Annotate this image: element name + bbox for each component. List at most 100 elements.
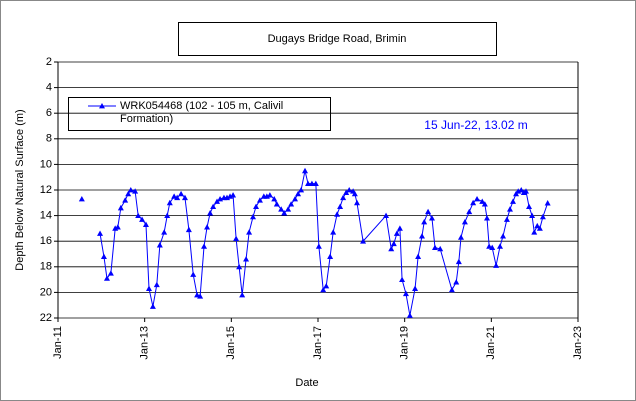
data-point xyxy=(458,234,464,240)
y-tick-label: 8 xyxy=(46,133,52,145)
x-tick-label: Jan-23 xyxy=(572,326,584,360)
data-point xyxy=(437,245,444,252)
data-point xyxy=(204,224,211,230)
data-point xyxy=(432,244,438,250)
y-tick-label: 22 xyxy=(40,312,52,324)
data-point xyxy=(78,195,85,202)
data-point xyxy=(425,208,432,215)
data-point xyxy=(153,281,160,288)
data-point xyxy=(308,180,315,186)
data-point xyxy=(246,229,253,235)
data-point xyxy=(103,275,110,281)
data-point xyxy=(127,187,134,193)
data-point xyxy=(500,233,507,239)
data-point xyxy=(253,203,260,210)
y-tick-label: 20 xyxy=(40,286,52,298)
data-point xyxy=(302,167,308,174)
data-point xyxy=(402,290,409,297)
data-point xyxy=(156,242,163,248)
y-tick-label: 16 xyxy=(40,235,52,247)
data-point xyxy=(448,286,455,293)
data-point xyxy=(250,213,256,220)
data-point xyxy=(315,243,322,249)
data-point xyxy=(534,222,541,229)
x-tick-label: Jan-13 xyxy=(139,326,151,360)
legend-box xyxy=(68,97,331,131)
legend-label: WRK054468 (102 - 105 m, Calivil Formatio… xyxy=(120,100,284,125)
data-point xyxy=(292,195,299,202)
data-point xyxy=(166,199,173,206)
data-point xyxy=(233,235,240,242)
data-point xyxy=(518,187,525,193)
data-point xyxy=(298,187,305,193)
data-point xyxy=(474,195,481,202)
title-box xyxy=(178,22,497,56)
series-line xyxy=(99,170,549,316)
data-point xyxy=(531,229,538,235)
x-tick-label: Jan-17 xyxy=(312,326,324,360)
data-point xyxy=(493,262,500,268)
data-point xyxy=(149,303,156,309)
data-point xyxy=(281,210,288,216)
x-tick-label: Jan-19 xyxy=(399,326,411,360)
data-point xyxy=(266,192,273,198)
x-tick-label: Jan-11 xyxy=(52,326,64,359)
data-point xyxy=(523,188,529,194)
data-point xyxy=(383,212,390,218)
data-point xyxy=(455,258,462,265)
data-point xyxy=(544,200,551,206)
data-point xyxy=(273,201,280,207)
data-point xyxy=(271,195,278,202)
data-point xyxy=(190,271,197,277)
data-point xyxy=(185,226,192,233)
y-tick-label: 4 xyxy=(46,82,52,94)
y-tick-label: 14 xyxy=(40,210,52,222)
data-point xyxy=(484,215,490,221)
data-point xyxy=(506,206,513,212)
data-point xyxy=(295,190,302,197)
data-point xyxy=(412,285,419,291)
data-point xyxy=(142,221,149,227)
x-tick-label: Jan-15 xyxy=(225,326,237,360)
data-point xyxy=(327,253,334,259)
data-point xyxy=(396,225,403,231)
data-point xyxy=(174,194,181,201)
x-tick-label: Jan-21 xyxy=(485,326,497,360)
data-point xyxy=(285,206,292,212)
data-point xyxy=(107,270,114,276)
data-point xyxy=(529,212,536,218)
y-tick-label: 18 xyxy=(40,261,52,273)
data-point xyxy=(178,190,185,197)
data-point xyxy=(181,194,188,201)
data-point xyxy=(399,276,406,282)
y-tick-label: 6 xyxy=(46,107,52,119)
data-point xyxy=(122,197,129,203)
data-point xyxy=(117,204,124,211)
data-point xyxy=(479,198,486,204)
data-point xyxy=(539,213,546,220)
data-point xyxy=(497,243,503,249)
data-point xyxy=(526,203,533,210)
data-point xyxy=(415,253,422,259)
data-point xyxy=(351,190,358,197)
data-point xyxy=(334,211,341,217)
x-axis-label: Date xyxy=(295,377,318,389)
data-point xyxy=(330,229,337,235)
data-point xyxy=(510,198,516,204)
data-point xyxy=(323,283,330,289)
y-axis-label: Depth Below Natural Surface (m) xyxy=(14,109,26,270)
data-point xyxy=(360,238,367,244)
data-point xyxy=(393,230,400,236)
data-point xyxy=(146,285,152,291)
data-point xyxy=(489,244,496,250)
data-point xyxy=(428,215,435,221)
data-point xyxy=(132,188,139,194)
data-point xyxy=(470,199,477,206)
data-point xyxy=(100,253,107,259)
data-point xyxy=(164,212,171,218)
y-tick-label: 2 xyxy=(46,56,52,68)
data-point xyxy=(388,245,395,252)
data-point xyxy=(197,293,204,299)
data-point xyxy=(214,198,221,204)
